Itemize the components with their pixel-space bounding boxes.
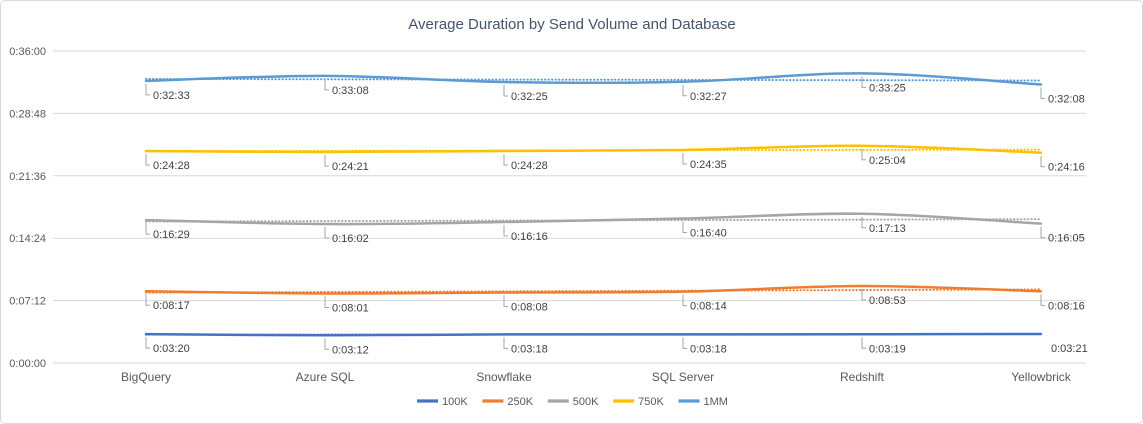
data-label-leader <box>503 295 508 308</box>
data-label: 0:03:21 <box>1051 343 1088 355</box>
data-label: 0:03:18 <box>511 343 548 355</box>
data-label: 0:32:25 <box>511 91 548 103</box>
legend-label: 750K <box>638 396 664 408</box>
data-label-leader <box>145 83 150 96</box>
data-label-leader <box>324 338 329 350</box>
data-label-leader <box>1040 226 1045 239</box>
data-label: 0:25:04 <box>869 155 906 167</box>
data-label-leader <box>324 78 329 91</box>
data-label-leader <box>861 216 866 229</box>
x-axis-category-label: Redshift <box>840 370 885 384</box>
series-line-100K <box>144 332 1043 337</box>
y-axis-tick-label: 0:14:24 <box>9 233 46 245</box>
data-label-leader <box>1040 294 1045 306</box>
x-axis-category-label: SQL Server <box>652 370 714 384</box>
data-label-leader <box>682 337 687 349</box>
chart-title: Average Duration by Send Volume and Data… <box>408 16 735 33</box>
data-label-leader <box>861 76 866 88</box>
trendline-250K <box>145 288 1042 294</box>
data-label: 0:16:29 <box>153 229 190 241</box>
legend-label: 250K <box>507 396 533 408</box>
data-label: 0:08:53 <box>869 295 906 307</box>
series-line-750K <box>144 144 1043 154</box>
data-label: 0:03:19 <box>869 343 906 355</box>
data-label-leader <box>861 148 866 161</box>
data-label-leader <box>145 294 150 306</box>
x-axis-category-label: BigQuery <box>121 370 171 384</box>
data-label: 0:03:18 <box>690 343 727 355</box>
data-label-leader <box>682 152 687 165</box>
data-labels: 0:03:20 0:03:12 0:03:18 0:03:18 0:03:19 0:03:… <box>145 76 1088 356</box>
data-label: 0:08:17 <box>153 300 190 312</box>
data-label: 0:08:14 <box>690 301 727 313</box>
data-label: 0:33:08 <box>332 85 369 97</box>
data-label-leader <box>503 337 508 349</box>
data-label: 0:16:05 <box>1048 233 1085 245</box>
series-line-500K <box>144 212 1043 226</box>
data-label-leader <box>682 294 687 307</box>
data-label: 0:03:12 <box>332 344 369 356</box>
y-axis-tick-label: 0:21:36 <box>9 171 46 183</box>
data-label: 0:16:16 <box>511 231 548 243</box>
data-label-leader <box>503 85 508 97</box>
data-label: 0:16:02 <box>332 233 369 245</box>
data-label-leader <box>682 84 687 97</box>
y-axis-tick-label: 0:28:48 <box>9 108 46 120</box>
data-label: 0:24:35 <box>690 159 727 171</box>
series-line-250K <box>144 284 1043 295</box>
data-label: 0:32:08 <box>1048 94 1085 106</box>
data-label-leader <box>145 337 150 349</box>
data-label: 0:08:16 <box>1048 300 1085 312</box>
data-label-leader <box>324 154 329 167</box>
y-axis-tick-label: 0:36:00 <box>9 46 46 58</box>
x-axis-category-label: Azure SQL <box>296 370 355 384</box>
data-label: 0:24:28 <box>511 160 548 172</box>
data-label: 0:24:28 <box>153 160 190 172</box>
data-label-leader <box>1040 155 1045 168</box>
x-axis-category-label: Snowflake <box>476 370 532 384</box>
data-label-leader <box>145 153 150 166</box>
data-label-leader <box>682 221 687 234</box>
series-line-1MM <box>144 72 1043 86</box>
series-lines <box>144 72 1043 337</box>
data-label-leader <box>324 296 329 309</box>
data-label-leader <box>324 227 329 239</box>
data-label: 0:08:08 <box>511 302 548 314</box>
legend-label: 100K <box>442 396 468 408</box>
legend-label: 1MM <box>703 396 727 408</box>
x-axis-labels: BigQuery Azure SQL Snowflake SQL Server Reds… <box>121 370 1072 384</box>
data-label: 0:32:33 <box>153 90 190 102</box>
data-label: 0:33:25 <box>869 82 906 94</box>
data-label: 0:24:16 <box>1048 162 1085 174</box>
trendline-1MM <box>145 78 1042 82</box>
data-label-leader <box>861 337 866 349</box>
y-axis-tick-label: 0:00:00 <box>9 358 46 370</box>
data-label: 0:24:21 <box>332 161 369 173</box>
data-label: 0:16:40 <box>690 228 727 240</box>
y-axis-labels: 0:00:00 0:07:12 0:14:24 0:21:36 0:28:48 0:36:… <box>9 46 46 370</box>
gridlines <box>53 50 1086 364</box>
y-axis-tick-label: 0:07:12 <box>9 296 46 308</box>
data-label: 0:08:01 <box>332 303 369 315</box>
trendlines <box>145 78 1042 336</box>
data-label: 0:03:20 <box>153 343 190 355</box>
data-label-leader <box>145 223 150 235</box>
data-label: 0:17:13 <box>869 223 906 235</box>
data-label-leader <box>503 225 508 237</box>
x-axis-category-label: Yellowbrick <box>1011 370 1072 384</box>
data-label: 0:32:27 <box>690 91 727 103</box>
data-label-leader <box>1040 87 1045 100</box>
data-label-leader <box>503 153 508 166</box>
legend-label: 500K <box>573 396 599 408</box>
legend: 100K 250K 500K 750K 1MM <box>417 396 728 408</box>
data-label-leader <box>861 289 866 301</box>
